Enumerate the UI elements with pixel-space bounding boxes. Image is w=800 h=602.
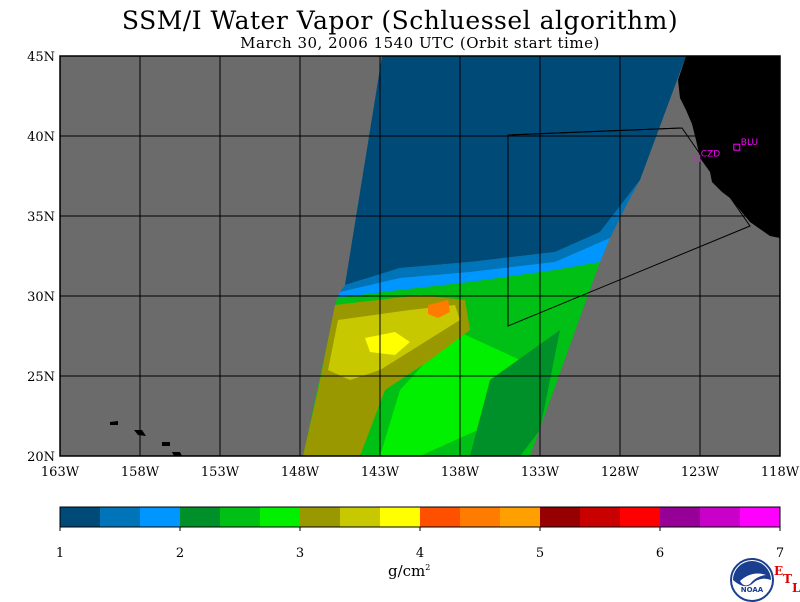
lon-label: 138W	[441, 465, 480, 480]
colorbar-swatch	[700, 507, 741, 527]
lon-label: 123W	[681, 465, 720, 480]
swath-band-dark-green	[470, 330, 560, 456]
map-frame	[59, 55, 781, 457]
colorbar-swatch	[580, 507, 621, 527]
colorbar-units: g/cm2	[388, 562, 430, 580]
colorbar-swatch	[380, 507, 421, 527]
map-field: CZD BLU	[60, 56, 780, 456]
colorbar-swatch	[220, 507, 261, 527]
colorbar-swatch	[500, 507, 541, 527]
noaa-logo: NOAA	[730, 558, 774, 602]
longitude-labels: 163W 158W 153W 148W 143W 138W 133W 128W 123W 118W	[41, 465, 800, 480]
lat-label: 45N	[27, 50, 55, 65]
colorbar-tick-labels: 1 2 3 4 5 6 7	[56, 527, 784, 561]
colorbar-swatch	[140, 507, 181, 527]
units-exponent: 2	[425, 563, 431, 572]
colorbar-swatch	[60, 507, 101, 527]
lab-letter-l: L	[792, 581, 800, 595]
lon-label: 148W	[281, 465, 320, 480]
lon-label: 133W	[521, 465, 560, 480]
units-text: g/cm	[388, 562, 426, 580]
lat-label: 20N	[27, 450, 55, 465]
swath-band-mid-blue	[340, 180, 640, 292]
colorbar-tick-label: 4	[416, 546, 424, 561]
lon-label: 128W	[601, 465, 640, 480]
hawaii-island-3	[162, 442, 170, 446]
study-domain-box	[507, 127, 751, 327]
colorbar-swatch	[340, 507, 381, 527]
colorbar-swatch	[620, 507, 661, 527]
colorbar-tick-label: 5	[536, 546, 544, 561]
hawaii-island-4	[172, 452, 182, 456]
site-label: CZD	[701, 149, 720, 159]
colorbar-swatch	[180, 507, 221, 527]
colorbar-swatch	[660, 507, 701, 527]
colorbar-tick-label: 6	[656, 546, 664, 561]
lat-lon-grid	[60, 56, 780, 456]
map-title: SSM/I Water Vapor (Schluessel algorithm)	[121, 6, 679, 35]
lab-letter-e: E	[774, 564, 784, 578]
site-label: BLU	[741, 138, 758, 148]
lat-label: 25N	[27, 370, 55, 385]
lat-label: 35N	[27, 210, 55, 225]
lon-label: 118W	[761, 465, 800, 480]
lat-label: 40N	[27, 130, 55, 145]
hawaii-island-1	[110, 421, 118, 425]
north-america-land	[678, 56, 780, 238]
colorbar-swatch	[420, 507, 461, 527]
colorbar-swatch	[100, 507, 141, 527]
lat-label: 30N	[27, 290, 55, 305]
colorbar-tick-label: 7	[776, 546, 784, 561]
noaa-logo-text: NOAA	[741, 586, 764, 594]
swath-band-yellow	[365, 332, 410, 355]
colorbar-tick-label: 2	[176, 546, 184, 561]
lon-label: 153W	[201, 465, 240, 480]
colorbar-swatch	[740, 507, 781, 527]
lon-label: 143W	[361, 465, 400, 480]
site-marker	[693, 154, 701, 162]
observation-sites: CZD BLU	[693, 138, 758, 162]
colorbar-swatch	[300, 507, 341, 527]
colorbar-tick-label: 3	[296, 546, 304, 561]
colorbar-tick-label: 1	[56, 546, 64, 561]
map-subtitle: March 30, 2006 1540 UTC (Orbit start tim…	[240, 34, 600, 52]
lab-letter-t: T	[783, 572, 792, 586]
colorbar-swatch	[460, 507, 501, 527]
colorbar-swatch	[260, 507, 301, 527]
swath-band-dark-blue	[345, 56, 686, 285]
lon-label: 163W	[41, 465, 80, 480]
colorbar-swatch	[540, 507, 581, 527]
swath-band-orange	[428, 300, 450, 318]
lon-label: 158W	[121, 465, 160, 480]
latitude-labels: 45N 40N 35N 30N 25N 20N	[27, 50, 55, 465]
site-marker	[733, 143, 741, 151]
swath-band-bright-blue	[337, 238, 610, 298]
colorbar	[59, 506, 781, 528]
